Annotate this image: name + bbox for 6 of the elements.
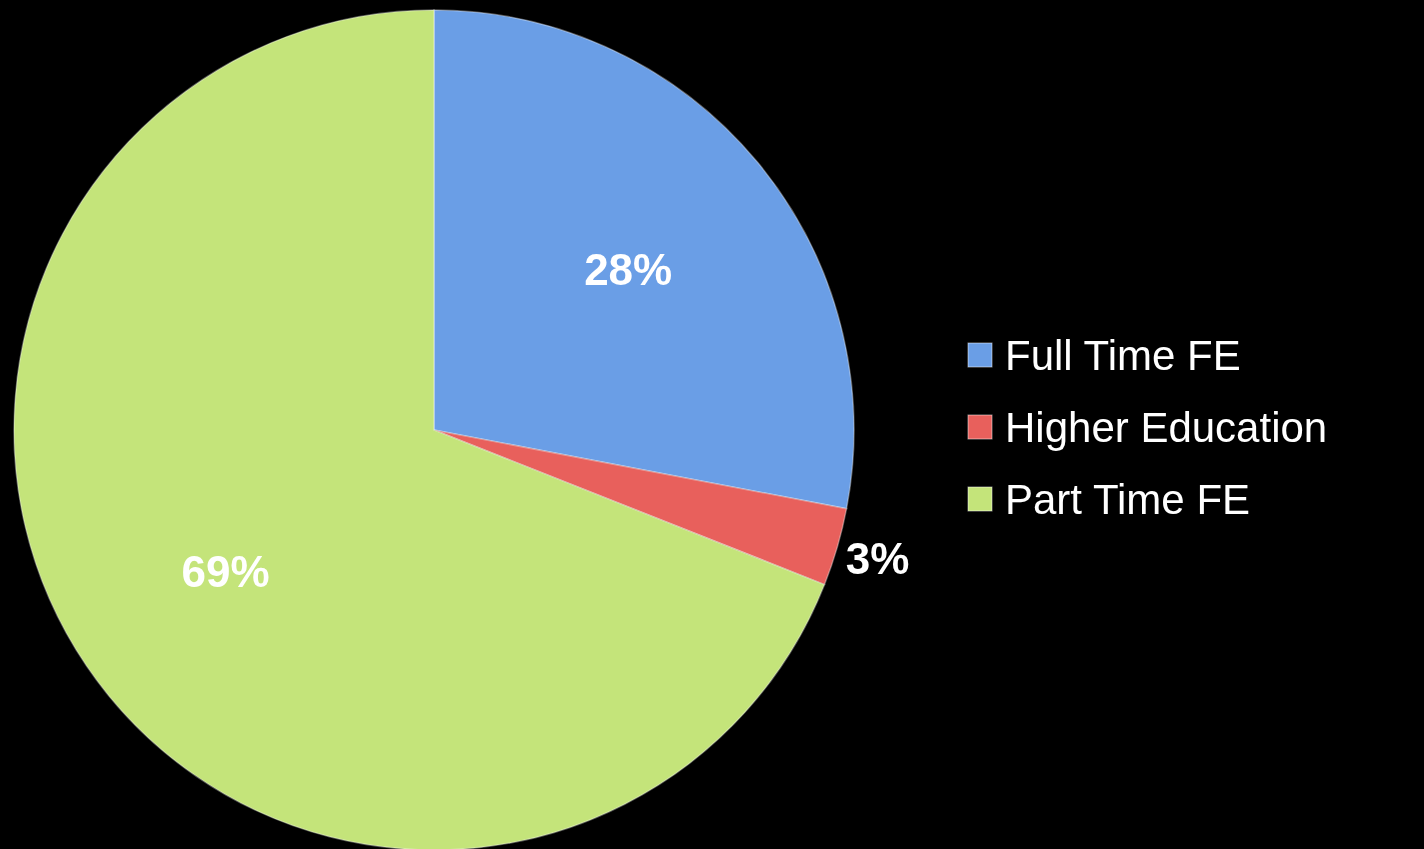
legend-label: Higher Education [1005, 403, 1328, 451]
legend-label: Full Time FE [1005, 331, 1241, 379]
legend-label: Part Time FE [1005, 475, 1251, 523]
data-label: 3% [845, 534, 910, 584]
data-label: 69% [181, 547, 270, 597]
data-label: 28% [584, 244, 673, 294]
